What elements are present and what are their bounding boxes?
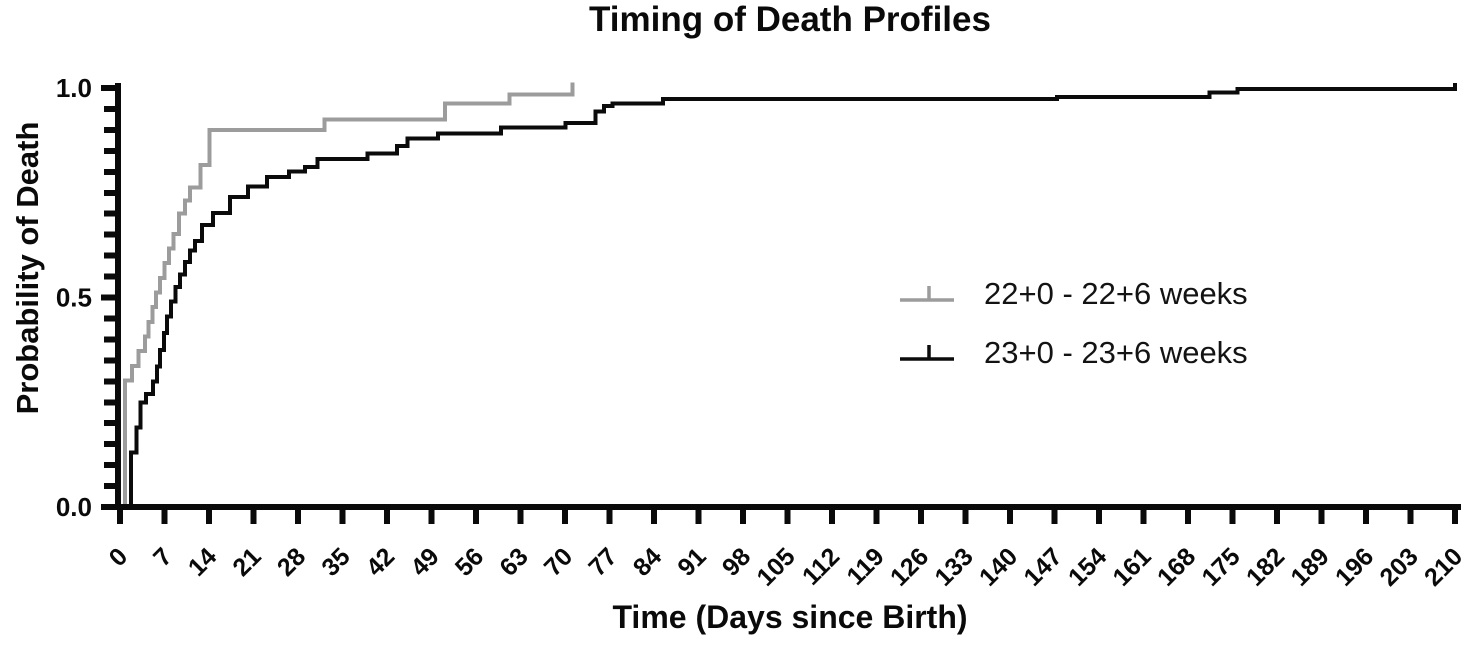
x-tick-label: 147 [1018, 542, 1067, 591]
legend: 22+0 - 22+6 weeks 23+0 - 23+6 weeks [900, 276, 1248, 370]
x-tick-label: 70 [539, 542, 578, 581]
x-tick-label: 154 [1063, 542, 1112, 591]
legend-label-23-weeks: 23+0 - 23+6 weeks [984, 335, 1248, 370]
x-tick-label: 105 [751, 542, 800, 591]
x-tick-label: 21 [227, 542, 267, 582]
legend-label-22-weeks: 22+0 - 22+6 weeks [984, 276, 1248, 311]
legend-key-22-weeks-step-icon [900, 286, 954, 302]
x-tick-label: 0 [104, 542, 134, 572]
x-tick-label: 133 [929, 542, 978, 591]
x-tick-label: 35 [316, 542, 356, 582]
x-tick-label: 203 [1374, 542, 1423, 591]
x-tick-label: 14 [183, 542, 223, 582]
x-tick-label: 63 [494, 542, 533, 581]
y-tick-label: 0.0 [56, 492, 92, 522]
legend-item-22-weeks: 22+0 - 22+6 weeks [900, 276, 1248, 311]
x-tick-label: 140 [974, 542, 1023, 591]
legend-key-23-weeks-step-icon [900, 345, 954, 361]
x-tick-label: 84 [628, 542, 668, 582]
x-tick-label: 119 [841, 542, 889, 590]
x-tick-label: 189 [1285, 542, 1334, 591]
x-tick-label: 196 [1330, 542, 1379, 591]
x-axis-label: Time (Days since Birth) [612, 599, 968, 635]
x-tick-label: 91 [672, 542, 712, 582]
y-tick-label: 0.5 [56, 283, 92, 313]
curve-22-0-22-6-weeks [120, 82, 575, 509]
y-tick-label: 1.0 [56, 73, 92, 103]
x-tick-label: 182 [1241, 542, 1290, 591]
x-tick-label: 161 [1107, 542, 1156, 591]
x-tick-label: 175 [1196, 542, 1245, 591]
x-tick-label: 210 [1419, 542, 1468, 591]
x-tick-label: 56 [450, 542, 489, 581]
x-tick-label: 126 [885, 542, 934, 591]
y-axis-label: Probability of Death [10, 121, 45, 415]
x-tick-label: 28 [272, 542, 312, 582]
x-tick-label: 7 [148, 542, 178, 572]
x-tick-label: 42 [361, 542, 400, 581]
legend-item-23-weeks: 23+0 - 23+6 weeks [900, 335, 1248, 370]
curve-23-0-23-6-weeks [120, 82, 1457, 509]
chart-title: Timing of Death Profiles [589, 0, 991, 39]
x-tick-label: 49 [405, 542, 444, 581]
x-tick-label: 112 [797, 542, 845, 590]
x-tick-label: 98 [717, 542, 757, 582]
x-tick-label: 77 [583, 542, 622, 581]
x-tick-label: 168 [1152, 542, 1201, 591]
